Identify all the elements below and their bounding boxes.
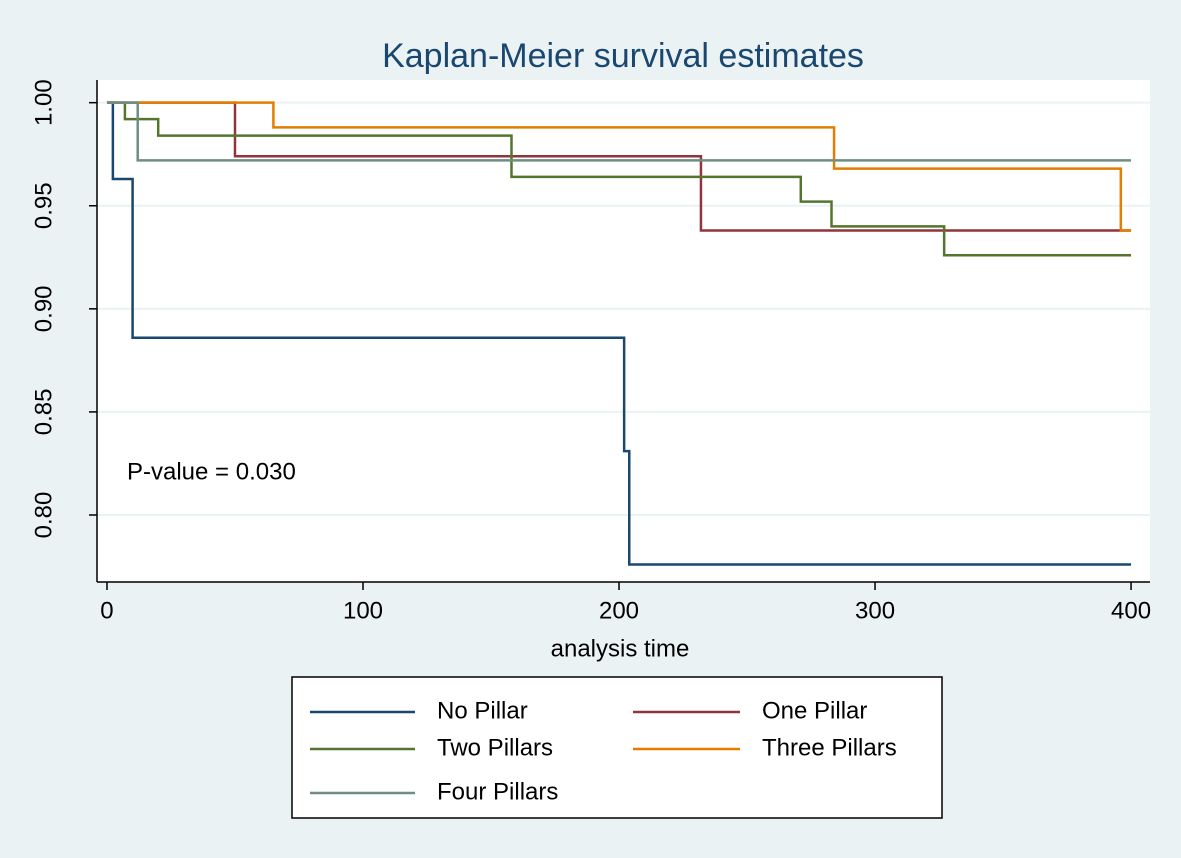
x-tick-label: 100 [343, 597, 383, 624]
legend-label: Four Pillars [437, 778, 558, 805]
survival-line [106, 101, 1132, 162]
y-tick-label: 0.95 [30, 182, 57, 229]
survival-line [106, 101, 1132, 566]
y-tick-label: 0.80 [30, 492, 57, 539]
legend-label: No Pillar [437, 697, 528, 724]
x-tick-label: 200 [599, 597, 639, 624]
y-tick-label: 0.85 [30, 389, 57, 436]
x-tick-label: 300 [855, 597, 895, 624]
y-tick-label: 1.00 [30, 79, 57, 126]
x-tick-label: 0 [100, 597, 113, 624]
survival-line [106, 101, 1132, 232]
annotation: P-value = 0.030 [127, 458, 296, 485]
legend-label: Two Pillars [437, 734, 553, 761]
x-axis-title: analysis time [551, 635, 690, 662]
y-tick-label: 0.90 [30, 285, 57, 332]
legend-label: Three Pillars [762, 734, 897, 761]
legend [291, 676, 943, 819]
survival-line [106, 101, 1132, 257]
x-tick-label: 400 [1111, 597, 1151, 624]
legend-label: One Pillar [762, 697, 867, 724]
chart-title: Kaplan-Meier survival estimates [382, 37, 864, 75]
plot-area [97, 80, 1150, 582]
